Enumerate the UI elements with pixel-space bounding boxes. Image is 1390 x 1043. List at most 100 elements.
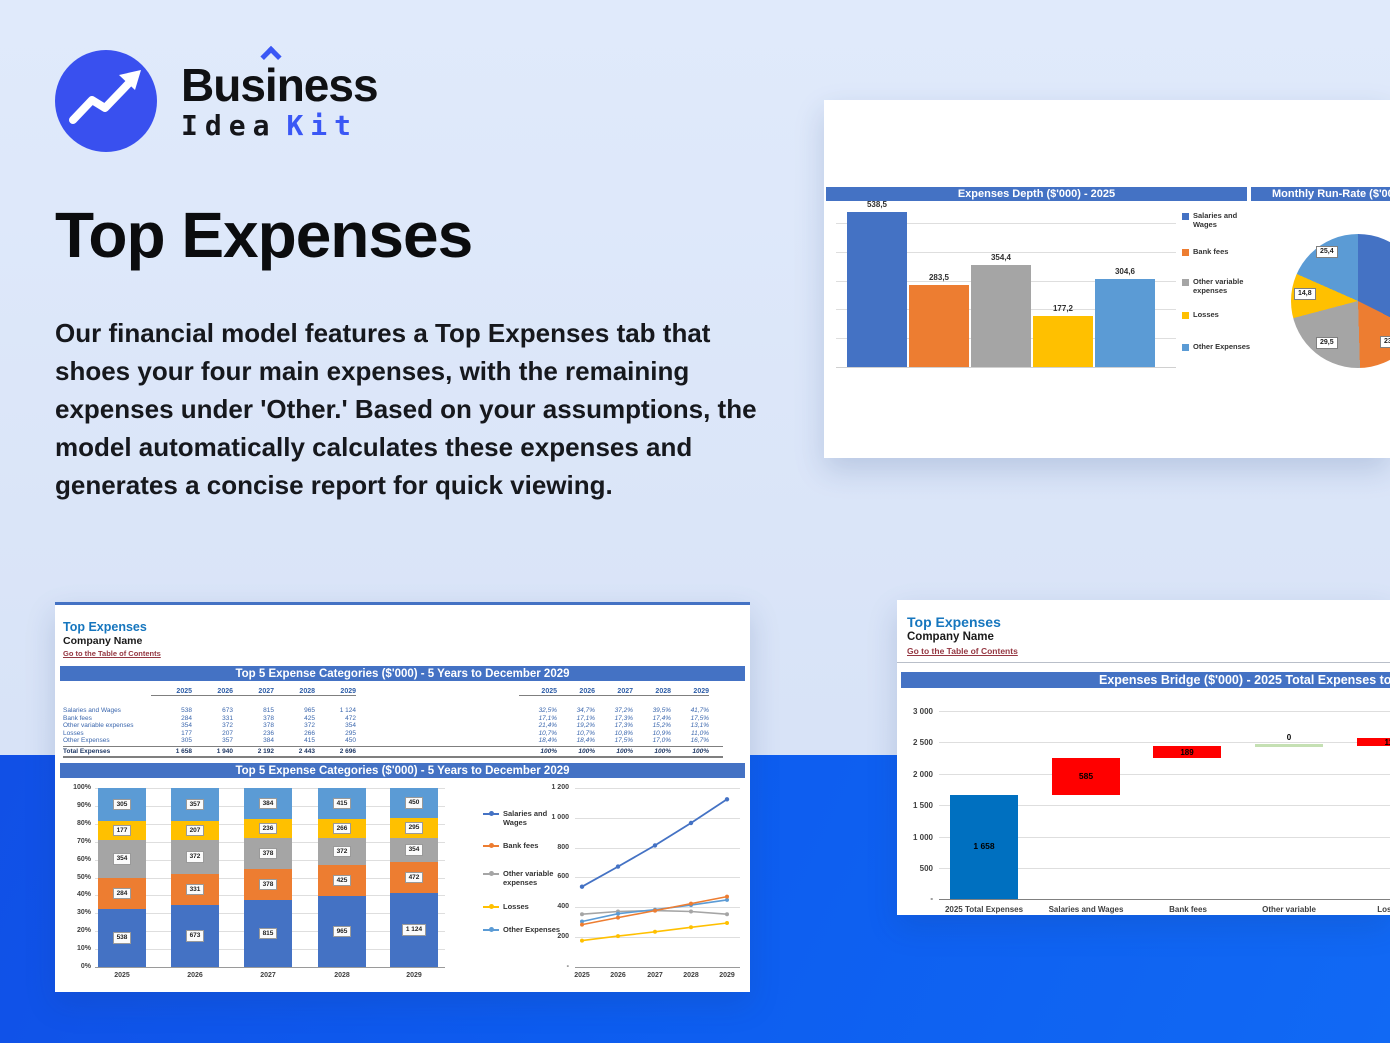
segment-label: 305 <box>112 798 132 811</box>
cell: 354 <box>345 722 356 729</box>
y-tick: 3 000 <box>912 706 933 716</box>
gridline <box>939 868 1390 869</box>
runrate-pie-chart <box>1291 234 1390 368</box>
cell: 11,0% <box>691 729 709 737</box>
table-total-row: Total Expenses 1 658 1 940 2 192 2 443 2 696… <box>63 746 723 758</box>
cell: 19,2% <box>576 722 595 729</box>
y-tick: 600 <box>557 873 569 881</box>
cell: 357 <box>222 737 233 744</box>
cell: 21,4% <box>538 722 557 729</box>
y-tick: 70% <box>76 837 91 845</box>
year-header: 2027 <box>233 688 274 696</box>
total-cell: 100% <box>616 748 633 755</box>
segment-label: 372 <box>185 851 205 863</box>
brand-logo[interactable]: Bus iness Idea Kit <box>55 45 379 152</box>
table-banner-title: Top 5 Expense Categories ($'000) - 5 Yea… <box>235 667 570 680</box>
legend-line-icon <box>483 843 499 848</box>
cell: 425 <box>304 714 315 722</box>
expense-trend-line-chart <box>579 797 730 943</box>
gridline <box>939 836 1390 838</box>
total-cell: 2 443 <box>298 748 315 755</box>
table-row: Losses 177 207 236 266 295 10,7% 10,7% 10,8% 10… <box>63 730 723 737</box>
cell: 10,7% <box>538 729 557 737</box>
depth-chart-banner: Expenses Depth ($'000) - 2025 <box>826 187 1247 201</box>
spacer <box>356 737 519 744</box>
legend-swatch-icon <box>1182 344 1189 351</box>
waterfall-bar-losses <box>1357 738 1390 746</box>
cell: 378 <box>263 714 274 722</box>
depth-runrate-screenshot: Expenses Depth ($'000) - 2025 Monthly Ru… <box>824 100 1390 458</box>
y-tick: 50% <box>76 873 91 881</box>
cell: 415 <box>304 737 315 744</box>
bridge-banner-title: Expenses Bridge ($'000) - 2025 Total Exp… <box>1099 673 1390 687</box>
y-tick: 1 000 <box>551 813 569 821</box>
depth-chart-title: Expenses Depth ($'000) - 2025 <box>957 188 1116 200</box>
cell: 538 <box>181 707 192 714</box>
stacked-bar-2027: 384 236 378 378 815 <box>244 788 292 967</box>
gridline <box>575 817 740 819</box>
trend-arrow-icon <box>55 50 157 152</box>
cell: 295 <box>345 729 356 737</box>
x-axis-line <box>575 967 740 968</box>
cell: 37,2% <box>614 707 633 714</box>
pie-label: 29,5 <box>1316 337 1338 349</box>
waterfall-bar-other-variable <box>1255 744 1323 747</box>
expenses-bridge-screenshot: Top Expenses Company Name Go to the Tabl… <box>897 600 1390 915</box>
waterfall-bar-2025-total <box>950 795 1018 899</box>
brand-line-2: Idea Kit <box>181 112 378 140</box>
gridline <box>575 907 740 909</box>
year-header: 2026 <box>192 688 233 696</box>
brand-i: i <box>264 59 278 111</box>
x-tick: 2026 <box>610 972 626 979</box>
table-of-contents-link[interactable]: Go to the Table of Contents <box>907 646 1018 656</box>
cell: 17,4% <box>652 714 671 722</box>
y-tick: 90% <box>76 801 91 809</box>
cell: 472 <box>345 714 356 722</box>
legend-swatch-icon <box>1182 213 1189 220</box>
segment-label: 472 <box>404 871 424 884</box>
cell: 18,4% <box>538 737 557 744</box>
segment-label: 1 124 <box>401 924 427 936</box>
bar-value-label: 538,5 <box>866 200 888 209</box>
gridline <box>575 788 740 789</box>
cell: 177 <box>181 729 192 737</box>
y-tick: 60% <box>76 855 91 863</box>
stacked-bar-2026: 357 207 372 331 673 <box>171 788 219 967</box>
legend-item: Bank fees <box>483 841 571 851</box>
brand-kit: Kit <box>286 109 359 142</box>
total-cell: 2 192 <box>257 748 274 755</box>
segment-label: 450 <box>404 797 424 809</box>
cell: 17,0% <box>652 737 671 744</box>
total-cell: 100% <box>540 748 557 755</box>
legend-item: Other Expenses <box>483 925 571 935</box>
pie-label: 14,8 <box>1294 288 1316 300</box>
legend-label: Bank fees <box>1193 247 1229 256</box>
year-header: 2028 <box>633 688 671 696</box>
segment-label: 331 <box>185 883 205 896</box>
cell: 378 <box>263 722 274 729</box>
y-tick: 1 200 <box>551 784 569 791</box>
segment-label: 357 <box>185 798 205 811</box>
chart-banner-title: Top 5 Expense Categories ($'000) - 5 Yea… <box>235 764 570 777</box>
cell: 372 <box>304 722 315 729</box>
x-tick: 2026 <box>187 972 203 979</box>
x-tick: 2027 <box>647 972 663 979</box>
legend-swatch-icon <box>1182 279 1189 286</box>
x-tick: 2025 <box>114 972 130 979</box>
gridline <box>575 937 740 938</box>
segment-label: 538 <box>112 932 132 944</box>
x-tick: 2029 <box>406 972 422 979</box>
y-tick: 30% <box>76 909 91 917</box>
legend-label: Bank fees <box>503 841 539 850</box>
year-header: 2025 <box>151 688 192 696</box>
legend-label: Salaries and Wages <box>503 809 548 827</box>
table-of-contents-link[interactable]: Go to the Table of Contents <box>63 649 161 658</box>
cell: 39,5% <box>652 707 671 714</box>
cell: 41,7% <box>690 707 709 714</box>
y-tick: 2 000 <box>912 769 933 779</box>
legend-label: Other variable expenses <box>503 869 554 887</box>
bar-value-label: 354,4 <box>990 253 1012 262</box>
sheet-company: Company Name <box>907 631 994 643</box>
legend-item: Other variable expenses <box>483 869 571 887</box>
stacked-bar-2029: 450 295 354 472 1 124 <box>390 788 438 967</box>
